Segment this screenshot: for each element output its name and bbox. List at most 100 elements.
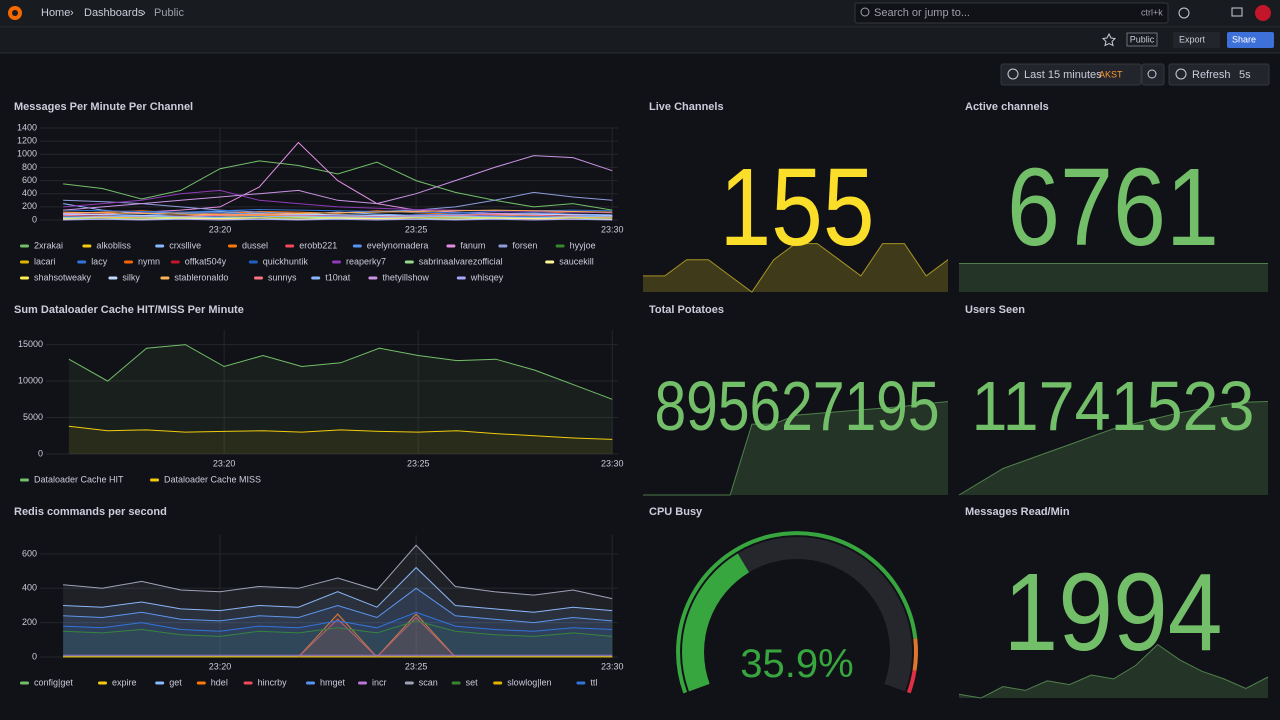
series-area (63, 545, 613, 657)
sparkline-area (959, 644, 1268, 698)
series-line (63, 189, 613, 214)
legend-label: thetyillshow (382, 272, 429, 282)
legend-swatch (124, 260, 133, 264)
legend-swatch (155, 681, 165, 685)
legend-swatch (20, 478, 29, 482)
help-icon[interactable] (1178, 7, 1190, 19)
series-area (63, 588, 613, 657)
legend-swatch (358, 681, 367, 685)
legend-swatch (498, 244, 508, 248)
series-area (68, 344, 613, 454)
series-line (63, 566, 613, 613)
legend-label: nymn (138, 256, 160, 266)
logo-inner (12, 10, 18, 16)
breadcrumb[interactable]: Dashboards (84, 7, 144, 19)
news-icon[interactable] (1231, 7, 1243, 17)
action-bar (0, 28, 1280, 53)
legend-label: crxsllive (169, 240, 201, 250)
stat-value: 155 (720, 146, 875, 269)
series-area (63, 567, 613, 657)
legend-label: evelynomadera (367, 240, 429, 250)
legend-label: lacy (91, 256, 108, 266)
share-button[interactable] (1227, 32, 1274, 48)
panel-title: Sum Dataloader Cache HIT/MISS Per Minute (14, 304, 244, 316)
y-tick-label: 400 (22, 583, 37, 593)
stat-value: 895627195 (655, 367, 940, 445)
series-area (63, 620, 613, 657)
legend-swatch (160, 276, 170, 280)
series-line (63, 215, 613, 218)
y-tick-label: 15000 (18, 339, 43, 349)
gauge-threshold (912, 638, 918, 671)
gauge-threshold (906, 670, 917, 694)
series-area (68, 426, 613, 454)
legend-label: Dataloader Cache MISS (164, 474, 261, 484)
series-line (68, 344, 613, 400)
legend-swatch (306, 681, 315, 685)
gauge-value (682, 553, 750, 692)
sparkline (958, 401, 1269, 496)
series-line (63, 218, 613, 220)
breadcrumb-sep: › (70, 7, 74, 19)
legend-swatch (352, 244, 362, 248)
legend-swatch (545, 260, 555, 264)
y-tick-label: 0 (32, 651, 37, 661)
series-area (63, 612, 613, 657)
series-line (63, 218, 613, 221)
legend-swatch (108, 276, 118, 280)
public-badge (1126, 32, 1158, 47)
series-line (63, 544, 613, 600)
export-button[interactable] (1173, 32, 1220, 48)
legend-swatch (451, 681, 461, 685)
sparkline-area (643, 243, 948, 292)
series-area (63, 614, 613, 657)
legend-swatch (493, 681, 503, 685)
legend-label: slowlog|len (507, 677, 551, 687)
legend-label: get (169, 677, 182, 687)
x-tick-label: 23:20 (209, 224, 232, 234)
x-tick-label: 23:25 (405, 661, 428, 671)
legend-label: silky (122, 272, 140, 282)
star-icon[interactable] (1101, 32, 1117, 47)
search-placeholder: Search or jump to... (874, 7, 970, 19)
legend-swatch (20, 260, 29, 264)
x-tick-label: 23:30 (601, 224, 624, 234)
legend-label: dussel (242, 240, 268, 250)
legend-label: incr (372, 677, 387, 687)
legend-swatch (20, 244, 29, 248)
y-tick-label: 600 (22, 548, 37, 558)
legend-label: saucekill (559, 256, 594, 266)
zoom-out[interactable] (1141, 63, 1165, 86)
time-picker[interactable] (1000, 63, 1142, 86)
series-area (63, 617, 613, 657)
sparkline-area (959, 401, 1268, 495)
sparkline (643, 243, 949, 293)
time-range: Last 15 minutes (1024, 69, 1102, 81)
y-tick-label: 1200 (17, 136, 37, 146)
refresh-picker[interactable] (1168, 63, 1270, 86)
sparkline-area (643, 401, 948, 495)
legend-swatch (98, 681, 107, 685)
x-tick-label: 23:30 (601, 661, 624, 671)
series-line (63, 160, 613, 211)
search-box[interactable] (854, 2, 1169, 24)
panel-title: Redis commands per second (14, 506, 167, 518)
y-tick-label: 200 (22, 617, 37, 627)
legend-swatch (20, 681, 29, 685)
legend-swatch (404, 681, 414, 685)
avatar[interactable] (1255, 5, 1271, 21)
series-line (63, 587, 613, 624)
sparkline-area (959, 263, 1268, 292)
stat-value: 11741523 (972, 367, 1255, 445)
y-tick-label: 1400 (17, 122, 37, 132)
legend-swatch (332, 260, 341, 264)
legend-label: ttl (590, 677, 597, 687)
export-label: Export (1179, 34, 1206, 44)
legend-swatch (456, 276, 466, 280)
legend-label: lacari (34, 256, 56, 266)
legend-label: hyyjoe (570, 240, 596, 250)
legend-label: hincrby (258, 677, 288, 687)
breadcrumb[interactable]: Home (41, 7, 70, 19)
legend-label: forsen (512, 240, 537, 250)
zoom-icon (1147, 69, 1157, 79)
